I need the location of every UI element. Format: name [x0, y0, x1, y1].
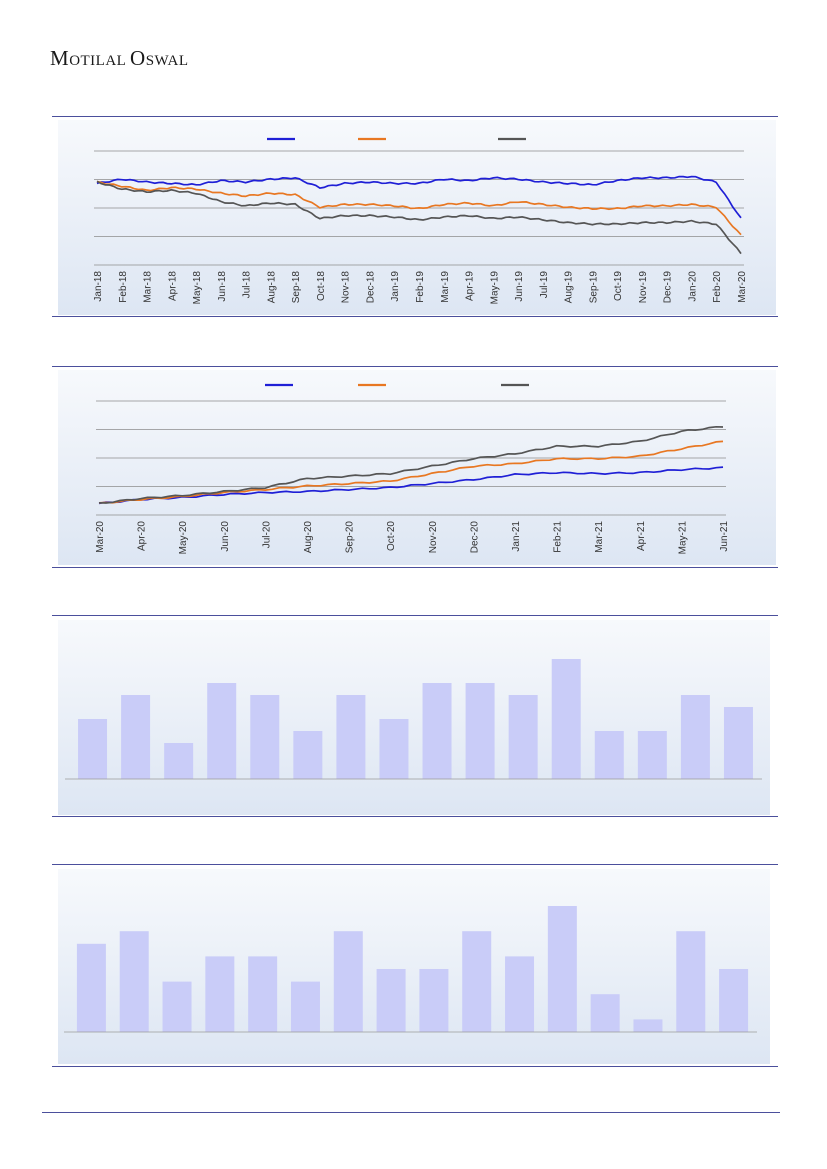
x-tick-label: Feb-19 [415, 271, 426, 303]
x-tick-label: Aug-20 [303, 521, 314, 554]
bar [505, 956, 535, 1032]
x-tick-label: May-18 [192, 271, 203, 305]
x-tick-label: Jun-20 [220, 521, 231, 552]
series-line [96, 180, 742, 255]
x-tick-label: Dec-18 [365, 271, 376, 304]
bar [76, 943, 106, 1032]
x-tick-label: May-21 [677, 521, 688, 555]
x-tick-label: May-20 [178, 521, 189, 555]
series-line [98, 466, 724, 505]
company-logo: MOTILAL OSWAL [50, 46, 189, 70]
x-tick-label: Mar-18 [143, 271, 154, 303]
x-tick-label: Oct-20 [386, 521, 397, 551]
x-tick-label: Jan-19 [390, 271, 401, 302]
x-tick-label: Feb-20 [712, 271, 723, 303]
bar [78, 719, 108, 779]
x-tick-label: Jul-20 [261, 521, 272, 549]
x-tick-label: Sep-18 [291, 271, 302, 304]
x-tick-label: Jun-21 [719, 521, 730, 552]
chart2-line-chart: Mar-20 Apr-20 May-20 Jun-20 Jul-20 Aug-20 Sep-… [95, 383, 730, 555]
x-tick-label: Apr-20 [137, 521, 148, 551]
bar [419, 969, 449, 1032]
x-tick-label: Mar-19 [440, 271, 451, 303]
chart4-bottom-rule [52, 1066, 778, 1067]
bar [248, 956, 278, 1032]
chart2-top-rule [52, 366, 778, 367]
series-line [96, 175, 742, 219]
x-tick-label: Apr-18 [167, 271, 178, 301]
bar [205, 956, 235, 1032]
bar [508, 695, 538, 779]
chart2-panel: Mar-20 Apr-20 May-20 Jun-20 Jul-20 Aug-20 Sep-… [58, 370, 776, 565]
bar [723, 707, 753, 779]
bar [462, 931, 492, 1032]
chart1-top-rule [52, 116, 778, 117]
bar [676, 931, 706, 1032]
series-line [98, 440, 724, 504]
chart1-bottom-rule [52, 316, 778, 317]
bar [547, 906, 577, 1032]
x-tick-label: Aug-19 [564, 271, 575, 304]
chart3-top-rule [52, 615, 778, 616]
bar [162, 981, 192, 1032]
bar [465, 683, 495, 779]
x-tick-label: Feb-18 [118, 271, 129, 303]
x-tick-label: May-19 [489, 271, 500, 305]
bar [594, 731, 624, 779]
x-tick-label: Apr-21 [636, 521, 647, 551]
chart1-panel: Jan-18 Feb-18 Mar-18 Apr-18 May-18 Jun-18 Jul-… [58, 120, 776, 315]
bar [293, 731, 323, 779]
bar [250, 695, 280, 779]
bar [637, 731, 667, 779]
bar [119, 931, 149, 1032]
x-tick-label: Nov-20 [428, 521, 439, 554]
bar [422, 683, 452, 779]
x-tick-label: Nov-18 [341, 271, 352, 304]
chart1-line-chart: Jan-18 Feb-18 Mar-18 Apr-18 May-18 Jun-18 Jul-… [93, 137, 748, 305]
bar [633, 1019, 663, 1032]
series-line [96, 180, 742, 236]
bar [719, 969, 749, 1032]
x-tick-label: Jan-18 [93, 271, 104, 302]
x-tick-label: Sep-19 [588, 271, 599, 304]
x-tick-label: Dec-19 [663, 271, 674, 304]
x-tick-label: Jun-18 [217, 271, 228, 302]
bar [121, 695, 151, 779]
bar [333, 931, 363, 1032]
x-tick-label: Apr-19 [465, 271, 476, 301]
x-tick-label: Mar-20 [737, 271, 748, 303]
bar [290, 981, 320, 1032]
x-tick-label: Sep-20 [345, 521, 356, 554]
x-tick-label: Mar-20 [95, 521, 106, 553]
x-tick-label: Mar-21 [594, 521, 605, 553]
x-tick-label: Jan-21 [511, 521, 522, 552]
x-tick-label: Oct-19 [613, 271, 624, 301]
footer-rule [42, 1112, 780, 1113]
x-tick-label: Jul-19 [539, 271, 550, 299]
x-tick-label: Dec-20 [469, 521, 480, 554]
x-tick-label: Jun-19 [514, 271, 525, 302]
x-tick-label: Oct-18 [316, 271, 327, 301]
bar [376, 969, 406, 1032]
bar [207, 683, 237, 779]
chart4-bar-chart [64, 906, 757, 1033]
chart3-panel [58, 620, 770, 815]
bar [680, 695, 710, 779]
bar [336, 695, 366, 779]
bar [164, 743, 194, 779]
bar [590, 994, 620, 1032]
series-line [98, 425, 724, 504]
x-tick-label: Aug-18 [266, 271, 277, 304]
x-tick-label: Feb-21 [553, 521, 564, 553]
bar [379, 719, 409, 779]
chart2-bottom-rule [52, 567, 778, 568]
x-tick-label: Jan-20 [687, 271, 698, 302]
bar [551, 659, 581, 779]
chart4-panel [58, 869, 770, 1064]
chart3-bar-chart [65, 659, 762, 780]
chart4-top-rule [52, 864, 778, 865]
chart3-bottom-rule [52, 816, 778, 817]
x-tick-label: Nov-19 [638, 271, 649, 304]
x-tick-label: Jul-18 [242, 271, 253, 299]
